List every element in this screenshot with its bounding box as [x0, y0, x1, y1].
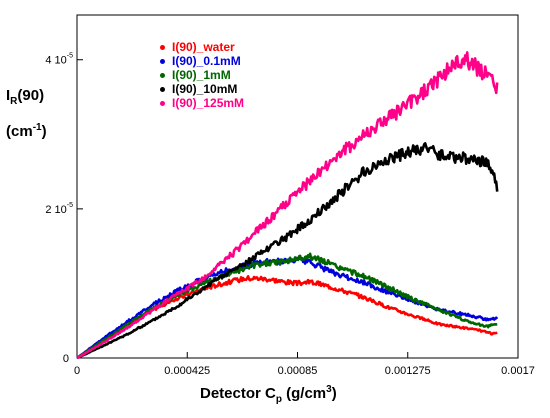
legend-label: I(90)_125mM [172, 96, 245, 110]
legend-item: I(90)_0.1mM [160, 54, 244, 68]
x-tick-label: 0.001275 [385, 365, 431, 377]
series-line-4 [76, 51, 499, 360]
legend-marker [160, 100, 165, 106]
series-line-3 [76, 142, 499, 360]
legend-marker [160, 58, 165, 64]
y-axis-unit-sup: -1 [32, 122, 42, 133]
y-axis-unit-end: ) [41, 123, 47, 140]
x-tick-label: 0.00085 [278, 365, 318, 377]
series-layer [76, 51, 499, 360]
x-axis-label-main: Detector C [200, 385, 276, 402]
legend-marker [160, 72, 165, 78]
legend: I(90)_water I(90)_0.1mM I(90)_1mM I(90)_… [160, 40, 244, 110]
y-tick-label: 0 [63, 353, 69, 365]
legend-label: I(90)_water [172, 40, 235, 54]
y-axis-label-sub: R [10, 96, 18, 107]
x-tick-label: 0.000425 [164, 365, 210, 377]
legend-label: I(90)_1mM [172, 68, 231, 82]
legend-label: I(90)_0.1mM [172, 54, 241, 68]
y-axis-unit-main: (cm [6, 123, 33, 140]
y-tick-label: 2 10-5 [45, 202, 73, 216]
legend-item: I(90)_10mM [160, 82, 244, 96]
x-axis-label-sub: p [275, 394, 282, 405]
legend-item: I(90)_water [160, 40, 244, 54]
legend-marker [160, 86, 165, 92]
legend-label: I(90)_10mM [172, 82, 238, 96]
x-axis-label-sup: 3 [326, 384, 332, 395]
tick-layer: 0 0.000425 0.00085 0.001275 0.0017 0 2 10-5 4 1… [45, 53, 534, 377]
legend-marker [160, 44, 165, 50]
x-axis-label: Detector Cp (g/cm3) [200, 384, 420, 405]
x-axis-label-rest: (g/cm [281, 385, 327, 402]
y-axis-label: IR(90) (cm-1) [6, 88, 76, 139]
x-tick-label: 0 [74, 365, 80, 377]
legend-item: I(90)_125mM [160, 96, 244, 110]
y-axis-label-main: I [6, 87, 11, 104]
legend-item: I(90)_1mM [160, 68, 244, 82]
series-line-2 [76, 252, 498, 360]
x-tick-label: 0.0017 [501, 365, 535, 377]
y-axis-label-rest: (90) [17, 87, 45, 104]
y-tick-label: 4 10-5 [45, 53, 73, 67]
x-axis-label-end: ) [331, 385, 337, 402]
